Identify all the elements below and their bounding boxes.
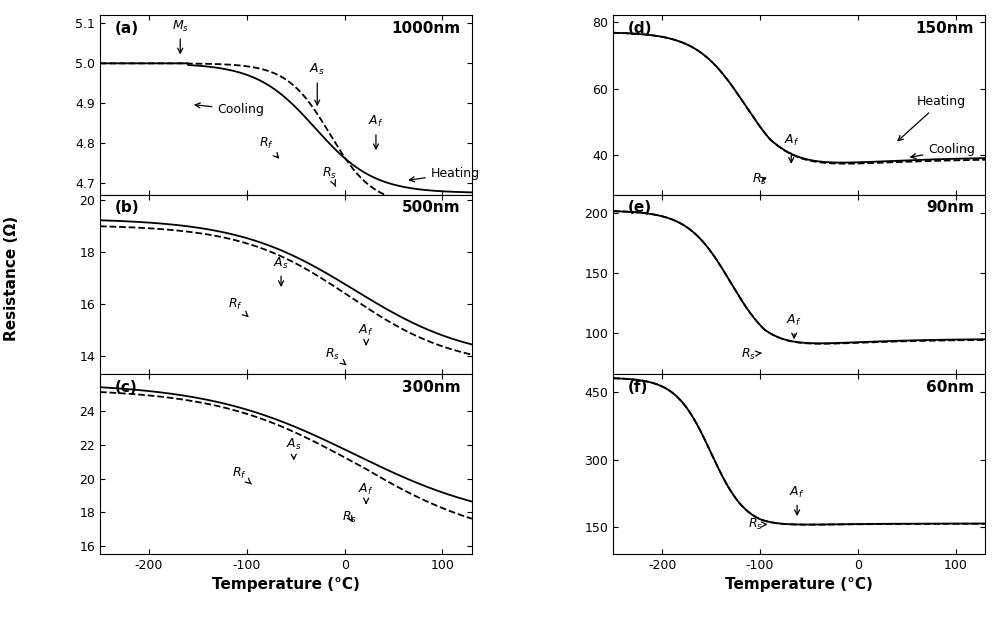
Text: $R_s$: $R_s$ (322, 166, 337, 186)
Text: Cooling: Cooling (195, 103, 264, 116)
Text: $A_f$: $A_f$ (784, 132, 799, 163)
Text: $R_s$: $R_s$ (342, 509, 357, 524)
Text: Resistance (Ω): Resistance (Ω) (4, 216, 20, 341)
Text: $R_s$: $R_s$ (752, 172, 767, 188)
X-axis label: Temperature (°C): Temperature (°C) (725, 578, 873, 592)
Text: 90nm: 90nm (926, 201, 974, 215)
Text: 60nm: 60nm (926, 380, 974, 395)
Text: $A_f$: $A_f$ (368, 114, 384, 149)
Text: $R_s$: $R_s$ (741, 347, 761, 362)
Text: $A_s$: $A_s$ (286, 436, 302, 459)
X-axis label: Temperature (°C): Temperature (°C) (212, 578, 360, 592)
Text: (e): (e) (628, 201, 652, 215)
Text: $R_s$: $R_s$ (325, 347, 346, 365)
Text: 150nm: 150nm (915, 21, 974, 36)
Text: $R_f$: $R_f$ (232, 466, 251, 484)
Text: $A_f$: $A_f$ (358, 482, 374, 503)
Text: $A_s$: $A_s$ (273, 256, 289, 286)
Text: (d): (d) (628, 21, 653, 36)
Text: 1000nm: 1000nm (392, 21, 461, 36)
Text: $A_f$: $A_f$ (789, 485, 805, 515)
Text: (f): (f) (628, 380, 648, 395)
Text: $R_s$: $R_s$ (748, 517, 766, 532)
Text: 500nm: 500nm (402, 201, 461, 215)
Text: $A_s$: $A_s$ (309, 63, 325, 105)
Text: $M_s$: $M_s$ (172, 19, 189, 53)
Text: $A_f$: $A_f$ (786, 313, 802, 338)
Text: $A_f$: $A_f$ (358, 323, 374, 344)
Text: Cooling: Cooling (911, 144, 975, 158)
Text: (c): (c) (115, 380, 138, 395)
Text: (a): (a) (115, 21, 139, 36)
Text: $R_f$: $R_f$ (228, 297, 248, 316)
Text: Heating: Heating (409, 167, 480, 182)
Text: Heating: Heating (898, 95, 966, 141)
Text: 300nm: 300nm (402, 380, 461, 395)
Text: (b): (b) (115, 201, 139, 215)
Text: $R_f$: $R_f$ (259, 136, 278, 158)
